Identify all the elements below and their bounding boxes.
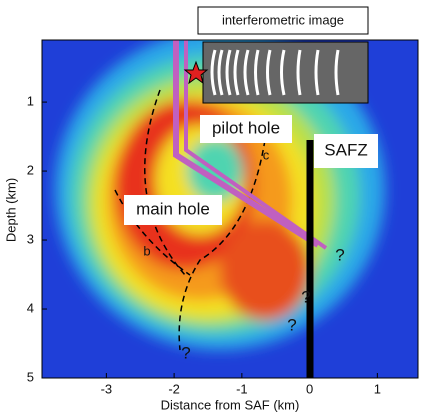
seismic-image bbox=[42, 40, 418, 378]
annotation: SAFZ bbox=[324, 140, 367, 159]
annotation: pilot hole bbox=[212, 118, 280, 137]
x-tick-label: 1 bbox=[374, 381, 381, 396]
annotation: main hole bbox=[136, 199, 210, 218]
y-axis-label: Depth (km) bbox=[3, 178, 18, 242]
y-tick-label: 1 bbox=[27, 94, 34, 109]
y-tick-label: 3 bbox=[27, 231, 34, 246]
y-tick-label: 2 bbox=[27, 162, 34, 177]
label-box bbox=[200, 115, 292, 143]
label-box bbox=[197, 6, 369, 35]
x-axis-label: Distance from SAF (km) bbox=[161, 397, 300, 412]
annotation: interferometric image bbox=[222, 12, 344, 27]
annotation: b bbox=[143, 243, 150, 258]
annotation: ? bbox=[181, 343, 190, 362]
annotation: c bbox=[263, 147, 270, 162]
y-tick-label: 4 bbox=[27, 300, 34, 315]
annotation: ? bbox=[287, 315, 296, 334]
label-box bbox=[314, 134, 378, 168]
y-tick-label: 5 bbox=[27, 369, 34, 384]
x-tick-label: 0 bbox=[306, 381, 313, 396]
label-box bbox=[124, 195, 222, 225]
x-tick-label: -1 bbox=[236, 381, 248, 396]
plot-frame bbox=[41, 39, 419, 379]
annotation: ? bbox=[335, 245, 344, 264]
x-tick-label: -2 bbox=[168, 381, 180, 396]
annotation: ? bbox=[301, 287, 310, 306]
x-tick-label: -3 bbox=[101, 381, 113, 396]
